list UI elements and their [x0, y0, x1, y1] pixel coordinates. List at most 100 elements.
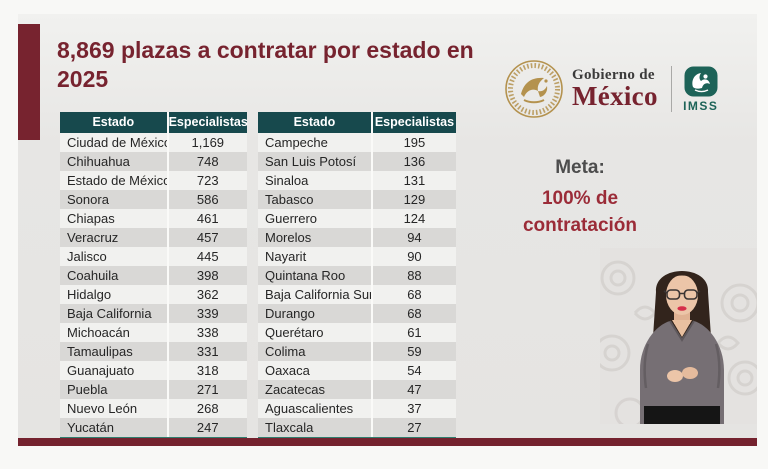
- state-name-cell: Quintana Roo: [265, 268, 346, 283]
- table-row: Michoacán 338: [60, 323, 247, 342]
- table-row: Yucatán 247: [60, 418, 247, 437]
- state-name-cell: Coahuila: [67, 268, 119, 283]
- meta-block: Meta: 100% de contratación: [496, 154, 664, 240]
- specialists-count-cell: 61: [370, 323, 456, 342]
- state-name-cell: San Luis Potosí: [265, 154, 357, 169]
- state-name-cell: Aguascalientes: [265, 401, 354, 416]
- specialists-count-cell: 339: [166, 304, 247, 323]
- specialists-count-cell: 136: [370, 152, 456, 171]
- meta-label: Meta:: [555, 157, 605, 178]
- state-name-cell: Campeche: [265, 135, 328, 150]
- table-row: Morelos 94: [258, 228, 456, 247]
- specialists-count-cell: 68: [370, 285, 456, 304]
- state-name-cell: Colima: [265, 344, 306, 359]
- mexico-label: México: [572, 80, 658, 111]
- specialists-count-cell: 457: [166, 228, 247, 247]
- table-row: Tamaulipas 331: [60, 342, 247, 361]
- presentation-slide: 8,869 plazas a contratar por estado en 2…: [18, 14, 757, 446]
- logo-divider: [670, 66, 672, 112]
- sign-language-interpreter-illustration: [600, 248, 757, 424]
- table-row: Querétaro 61: [258, 323, 456, 342]
- specialists-count-cell: 318: [166, 361, 247, 380]
- state-name-cell: Durango: [265, 306, 315, 321]
- table-row: Guanajuato 318: [60, 361, 247, 380]
- state-name-cell: Chiapas: [67, 211, 115, 226]
- plazas-table-right: Estado Especialistas Campeche 195 San Lu…: [258, 112, 456, 439]
- specialists-count-cell: 129: [370, 190, 456, 209]
- specialists-count-cell: 94: [370, 228, 456, 247]
- state-name-cell: Nayarit: [265, 249, 307, 264]
- specialists-count-cell: 271: [166, 380, 247, 399]
- table-row: Campeche 195: [258, 133, 456, 152]
- table-row: Tlaxcala 27: [258, 418, 456, 437]
- specialists-count-cell: 37: [370, 399, 456, 418]
- table-row: Puebla 271: [60, 380, 247, 399]
- sign-language-interpreter-video: [600, 248, 757, 424]
- specialists-count-cell: 1,169: [166, 133, 247, 152]
- specialists-count-cell: 398: [166, 266, 247, 285]
- table-row: Chihuahua 748: [60, 152, 247, 171]
- state-name-cell: Zacatecas: [265, 382, 325, 397]
- table-row: Sinaloa 131: [258, 171, 456, 190]
- specialists-count-cell: 586: [166, 190, 247, 209]
- table-row: Hidalgo 362: [60, 285, 247, 304]
- specialists-count-cell: 124: [370, 209, 456, 228]
- mexico-eagle-seal-icon: [505, 60, 563, 118]
- state-name-cell: Guanajuato: [67, 363, 135, 378]
- slide-title: 8,869 plazas a contratar por estado en 2…: [57, 37, 474, 93]
- state-name-cell: Puebla: [67, 382, 108, 397]
- imss-label: IMSS: [683, 99, 719, 113]
- state-name-cell: Nuevo León: [67, 401, 138, 416]
- specialists-count-cell: 461: [166, 209, 247, 228]
- title-accent-bar: [18, 24, 40, 140]
- table-row: Ciudad de México 1,169: [60, 133, 247, 152]
- gobierno-de-mexico-wordmark: Gobierno de México: [572, 67, 658, 112]
- state-name-cell: Tlaxcala: [265, 420, 314, 435]
- table-row: Baja California 339: [60, 304, 247, 323]
- gobierno-de-label: Gobierno de: [572, 66, 655, 83]
- table-row: Nuevo León 268: [60, 399, 247, 418]
- specialists-count-cell: 54: [370, 361, 456, 380]
- specialists-count-cell: 331: [166, 342, 247, 361]
- plazas-table-left: Estado Especialistas Ciudad de México 1,…: [60, 112, 248, 439]
- specialists-count-cell: 362: [166, 285, 247, 304]
- state-name-cell: Sinaloa: [265, 173, 309, 188]
- state-name-cell: Ciudad de México: [67, 135, 167, 150]
- table-row: Nayarit 90: [258, 247, 456, 266]
- table-row: Sonora 586: [60, 190, 247, 209]
- specialists-count-cell: 131: [370, 171, 456, 190]
- state-name-cell: Querétaro: [265, 325, 324, 340]
- column-header-estado: Estado: [293, 115, 336, 129]
- table-row: San Luis Potosí 136: [258, 152, 456, 171]
- specialists-count-cell: 723: [166, 171, 247, 190]
- government-branding: Gobierno de México IMSS: [504, 48, 719, 130]
- column-header-estado: Estado: [92, 115, 135, 129]
- specialists-count-cell: 88: [370, 266, 456, 285]
- state-name-cell: Michoacán: [67, 325, 130, 340]
- state-name-cell: Estado de México: [67, 173, 167, 188]
- specialists-count-cell: 748: [166, 152, 247, 171]
- table-row: Tabasco 129: [258, 190, 456, 209]
- table-row: Aguascalientes 37: [258, 399, 456, 418]
- table-body: Campeche 195 San Luis Potosí 136 Sinaloa…: [258, 133, 456, 439]
- state-name-cell: Hidalgo: [67, 287, 112, 302]
- column-header-especialistas: Especialistas: [370, 112, 456, 133]
- imss-eagle-icon: [684, 66, 718, 97]
- table-row: Colima 59: [258, 342, 456, 361]
- state-name-cell: Sonora: [67, 192, 109, 207]
- table-row: Estado de México 723: [60, 171, 247, 190]
- specialists-count-cell: 90: [370, 247, 456, 266]
- state-name-cell: Jalisco: [67, 249, 107, 264]
- specialists-count-cell: 247: [166, 418, 247, 437]
- state-name-cell: Yucatán: [67, 420, 114, 435]
- specialists-count-cell: 27: [370, 418, 456, 437]
- table-row: Quintana Roo 88: [258, 266, 456, 285]
- table-row: Durango 68: [258, 304, 456, 323]
- table-body: Ciudad de México 1,169 Chihuahua 748 Est…: [60, 133, 247, 439]
- state-name-cell: Morelos: [265, 230, 312, 245]
- column-header-especialistas: Especialistas: [166, 112, 248, 133]
- state-name-cell: Tamaulipas: [67, 344, 133, 359]
- table-row: Veracruz 457: [60, 228, 247, 247]
- state-name-cell: Baja California Sur: [265, 287, 371, 302]
- meta-goal: 100% de contratación: [522, 187, 638, 237]
